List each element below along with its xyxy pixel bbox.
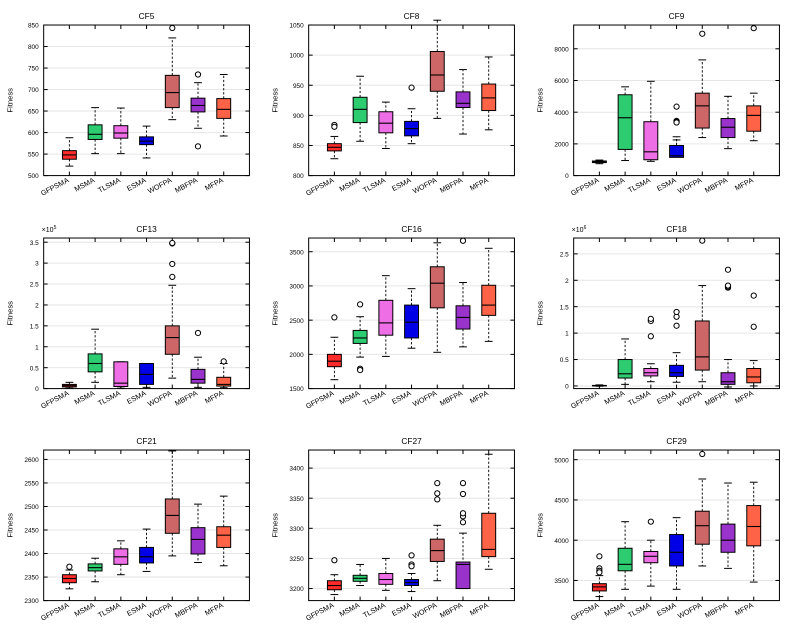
svg-text:4000: 4000 [554, 538, 569, 545]
svg-text:3500: 3500 [289, 249, 304, 256]
svg-text:Fitness: Fitness [6, 301, 15, 326]
svg-text:1050: 1050 [289, 23, 304, 30]
svg-text:Fitness: Fitness [271, 513, 280, 538]
svg-text:2400: 2400 [24, 551, 39, 558]
svg-text:3350: 3350 [289, 496, 304, 503]
svg-text:3400: 3400 [289, 466, 304, 473]
svg-text:6000: 6000 [554, 78, 569, 85]
svg-text:550: 550 [28, 152, 39, 159]
svg-text:CF27: CF27 [401, 436, 422, 446]
svg-text:Fitness: Fitness [6, 513, 15, 538]
svg-text:CF13: CF13 [136, 224, 157, 234]
svg-text:5000: 5000 [554, 458, 569, 465]
svg-text:2450: 2450 [24, 528, 39, 535]
svg-text:CF21: CF21 [136, 436, 157, 446]
svg-text:1: 1 [35, 344, 39, 351]
svg-text:3.5: 3.5 [30, 239, 39, 246]
svg-text:2600: 2600 [24, 457, 39, 464]
svg-text:2.5: 2.5 [30, 281, 39, 288]
svg-text:CF8: CF8 [404, 11, 420, 21]
svg-text:2550: 2550 [24, 481, 39, 488]
svg-text:Fitness: Fitness [536, 88, 545, 113]
svg-text:8000: 8000 [554, 46, 569, 53]
svg-text:2.5: 2.5 [560, 251, 569, 258]
svg-text:Fitness: Fitness [271, 88, 280, 113]
svg-text:3000: 3000 [289, 283, 304, 290]
svg-text:CF5: CF5 [139, 11, 155, 21]
svg-text:850: 850 [293, 143, 304, 150]
svg-text:850: 850 [28, 23, 39, 30]
svg-text:1500: 1500 [289, 386, 304, 393]
svg-text:Fitness: Fitness [271, 301, 280, 326]
svg-text:1000: 1000 [289, 53, 304, 60]
svg-text:2500: 2500 [289, 317, 304, 324]
svg-text:CF18: CF18 [666, 224, 687, 234]
svg-text:3250: 3250 [289, 556, 304, 563]
svg-text:3: 3 [35, 260, 39, 267]
svg-text:0.5: 0.5 [30, 365, 39, 372]
svg-text:500: 500 [28, 173, 39, 180]
svg-text:0.5: 0.5 [560, 357, 569, 364]
svg-text:0: 0 [35, 386, 39, 393]
svg-text:0: 0 [565, 383, 569, 390]
svg-text:2: 2 [35, 302, 39, 309]
svg-text:4000: 4000 [554, 110, 569, 117]
svg-text:3300: 3300 [289, 526, 304, 533]
svg-text:1.5: 1.5 [560, 304, 569, 311]
svg-text:CF29: CF29 [666, 436, 687, 446]
svg-text:Fitness: Fitness [536, 301, 545, 326]
svg-text:2000: 2000 [554, 141, 569, 148]
svg-text:1.5: 1.5 [30, 323, 39, 330]
svg-text:4500: 4500 [554, 498, 569, 505]
svg-text:1: 1 [565, 330, 569, 337]
svg-text:3500: 3500 [554, 578, 569, 585]
svg-text:700: 700 [28, 87, 39, 94]
svg-text:750: 750 [28, 66, 39, 73]
svg-text:650: 650 [28, 109, 39, 116]
svg-text:Fitness: Fitness [536, 513, 545, 538]
svg-text:600: 600 [28, 130, 39, 137]
svg-text:3200: 3200 [289, 586, 304, 593]
svg-text:2500: 2500 [24, 504, 39, 511]
svg-text:0: 0 [565, 173, 569, 180]
svg-text:2350: 2350 [24, 575, 39, 582]
svg-text:800: 800 [293, 173, 304, 180]
svg-text:2: 2 [565, 278, 569, 285]
svg-text:950: 950 [293, 83, 304, 90]
svg-text:2000: 2000 [289, 352, 304, 359]
svg-text:CF9: CF9 [669, 11, 685, 21]
svg-text:800: 800 [28, 44, 39, 51]
svg-text:CF16: CF16 [401, 224, 422, 234]
svg-text:Fitness: Fitness [6, 88, 15, 113]
svg-text:900: 900 [293, 113, 304, 120]
svg-text:2300: 2300 [24, 599, 39, 606]
